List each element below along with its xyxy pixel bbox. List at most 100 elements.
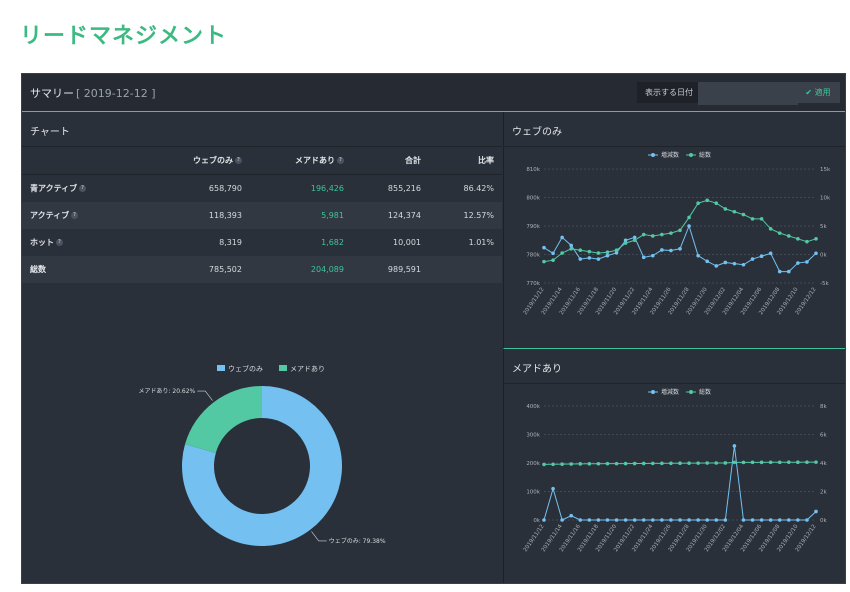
data-point bbox=[805, 460, 809, 464]
data-point bbox=[777, 269, 782, 274]
web-only-panel: ウェブのみ 増減数 総数 770k 780k 790k 800k 810k -5k 0k 5k 10… bbox=[503, 112, 845, 348]
data-point bbox=[759, 254, 764, 259]
legend-marker bbox=[689, 153, 693, 157]
summary-heading: サマリー[ 2019-12-12 ] bbox=[30, 85, 156, 101]
data-point bbox=[687, 215, 691, 220]
data-point bbox=[787, 460, 791, 465]
data-point bbox=[632, 518, 637, 522]
row-label-text: 青アクティブ bbox=[30, 184, 78, 193]
slice-label-line bbox=[311, 531, 327, 542]
header-web: ウェブのみ? bbox=[148, 147, 250, 175]
data-point bbox=[651, 253, 655, 258]
chart-panel-header: チャート bbox=[22, 112, 502, 147]
left-tick-label: 800k bbox=[526, 196, 540, 202]
cell-total: 124,374 bbox=[351, 202, 429, 229]
right-tick-label: 2k bbox=[820, 490, 827, 496]
data-point bbox=[759, 217, 764, 221]
left-tick-label: 300k bbox=[526, 433, 540, 439]
data-point bbox=[542, 245, 546, 250]
data-point bbox=[768, 460, 773, 465]
data-point bbox=[759, 518, 764, 522]
pie-slice bbox=[185, 386, 262, 453]
data-point bbox=[777, 460, 782, 465]
data-point bbox=[587, 518, 592, 522]
data-point bbox=[651, 461, 655, 466]
row-label: アクティブ? bbox=[22, 202, 148, 229]
data-point bbox=[777, 518, 782, 522]
data-point bbox=[814, 251, 818, 256]
data-point bbox=[732, 209, 737, 214]
help-icon[interactable]: ? bbox=[336, 157, 344, 164]
data-point bbox=[596, 257, 601, 261]
cell-total: 855,216 bbox=[387, 184, 421, 193]
data-point bbox=[732, 460, 737, 465]
cell-ratio: 1.01% bbox=[468, 238, 494, 247]
web-only-panel-header: ウェブのみ bbox=[504, 112, 845, 147]
help-icon[interactable]: ? bbox=[56, 239, 63, 246]
data-point bbox=[768, 518, 773, 522]
data-point bbox=[596, 251, 601, 255]
data-point bbox=[569, 462, 573, 466]
page-title: リードマネジメント bbox=[20, 24, 228, 49]
legend-swatch bbox=[217, 365, 225, 371]
data-point bbox=[796, 261, 800, 265]
data-point bbox=[578, 462, 583, 466]
data-point bbox=[723, 461, 728, 465]
data-point bbox=[687, 224, 691, 228]
data-point bbox=[714, 461, 719, 465]
with-mail-panel: メアドあり 増減数 総数 0k 100k 200k 300k 400k 0k 2k 4k 6k 8k 2… bbox=[503, 348, 845, 583]
data-point bbox=[768, 251, 773, 256]
help-icon[interactable]: ? bbox=[234, 157, 242, 164]
data-point bbox=[560, 235, 564, 240]
legend-swatch bbox=[279, 365, 287, 371]
left-tick-label: 100k bbox=[526, 490, 540, 496]
data-point bbox=[814, 509, 818, 514]
data-point bbox=[660, 248, 664, 252]
header-blank bbox=[22, 147, 148, 175]
data-point bbox=[814, 460, 818, 464]
data-point bbox=[651, 234, 655, 238]
data-point bbox=[542, 259, 546, 264]
legend-marker bbox=[651, 153, 655, 157]
data-point bbox=[660, 518, 664, 522]
data-point bbox=[669, 231, 673, 235]
data-point bbox=[805, 239, 809, 244]
cell-mail: 204,089 bbox=[249, 256, 352, 283]
apply-button[interactable]: ✔ 適用 bbox=[796, 82, 840, 103]
data-point bbox=[714, 264, 719, 268]
data-point bbox=[750, 460, 755, 465]
left-tick-label: 790k bbox=[526, 224, 540, 230]
data-point bbox=[787, 518, 791, 522]
stats-table: ウェブのみ? メアドあり? 合計 比率 青アクティブ? 658,790 196,… bbox=[22, 147, 502, 283]
data-point bbox=[614, 461, 619, 466]
cell-ratio: 12.57% bbox=[429, 202, 502, 229]
help-icon[interactable]: ? bbox=[71, 212, 79, 219]
legend-marker bbox=[651, 390, 655, 394]
data-point bbox=[614, 248, 619, 253]
pie-slice bbox=[182, 386, 342, 546]
slice-label: ウェブのみ: 79.38% bbox=[329, 537, 386, 545]
data-point bbox=[678, 518, 682, 522]
data-point bbox=[623, 518, 628, 522]
table-row: ホット? 8,319 1,682 10,001 1.01% bbox=[22, 229, 502, 256]
row-label-text: ホット bbox=[30, 238, 54, 247]
data-point bbox=[551, 251, 555, 256]
data-point bbox=[623, 241, 628, 245]
right-tick-label: -5k bbox=[820, 281, 829, 287]
right-tick-label: 0k bbox=[820, 518, 827, 524]
summary-label: サマリー bbox=[30, 87, 74, 100]
data-point bbox=[741, 518, 746, 522]
web-only-title: ウェブのみ bbox=[512, 127, 562, 138]
date-input[interactable] bbox=[698, 82, 798, 105]
cell-ratio: 86.42% bbox=[463, 184, 494, 193]
right-tick-label: 10k bbox=[820, 196, 831, 202]
data-point bbox=[632, 238, 637, 243]
data-point bbox=[687, 518, 691, 522]
data-point bbox=[669, 518, 673, 522]
data-point bbox=[759, 460, 764, 465]
help-icon[interactable]: ? bbox=[79, 185, 87, 192]
data-point bbox=[614, 250, 619, 255]
data-point bbox=[705, 259, 709, 264]
legend-label: 増減数 bbox=[661, 151, 679, 159]
left-tick-label: 400k bbox=[526, 404, 540, 410]
